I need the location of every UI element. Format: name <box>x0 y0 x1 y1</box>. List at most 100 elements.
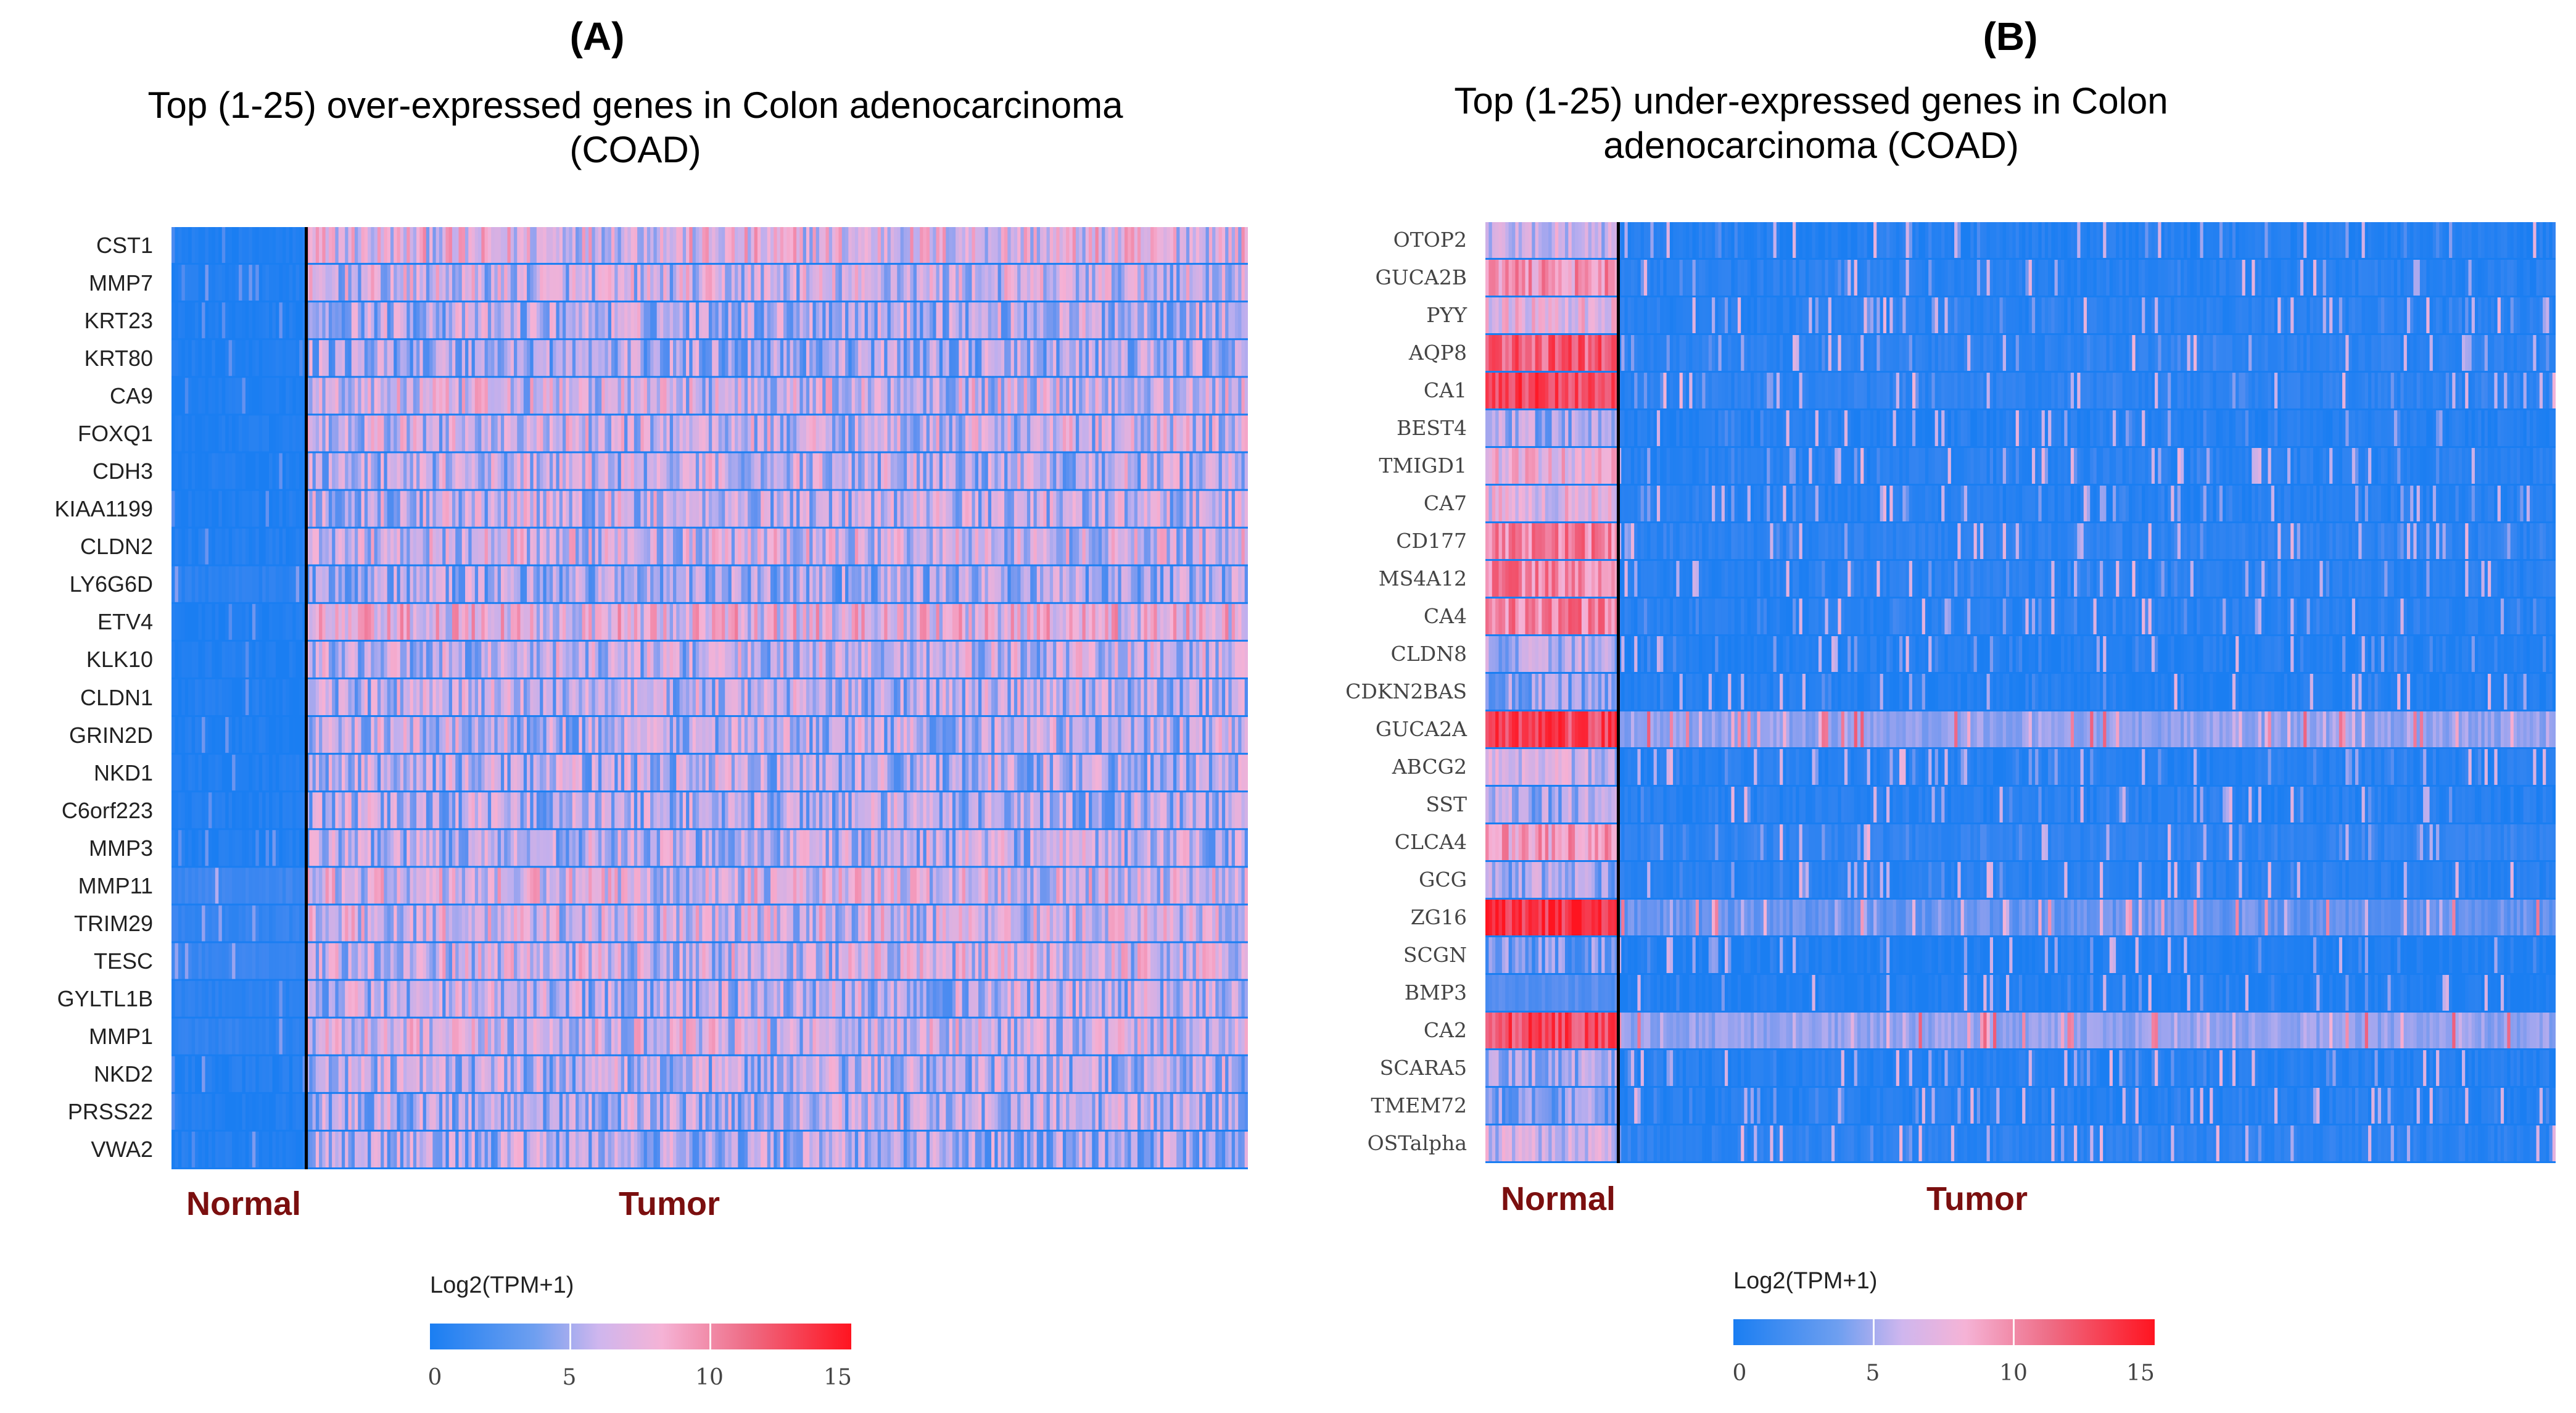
cell-tumor <box>881 566 885 602</box>
cell-normal <box>171 717 176 753</box>
cell-tumor <box>595 265 599 301</box>
cell-tumor <box>1221 302 1226 339</box>
cell-tumor <box>767 641 771 677</box>
cell-tumor <box>491 717 495 753</box>
cell-tumor <box>1040 717 1044 753</box>
cell-tumor <box>1085 340 1089 376</box>
cell-tumor <box>1186 227 1190 263</box>
cell-tumor <box>923 528 927 565</box>
cell-tumor <box>809 566 814 602</box>
cell-tumor <box>455 265 460 301</box>
cell-tumor <box>894 717 898 753</box>
cell-tumor <box>419 491 424 527</box>
cell-normal <box>195 603 199 640</box>
cell-tumor <box>426 340 430 376</box>
cell-tumor <box>1098 603 1102 640</box>
cell-tumor <box>1115 717 1118 753</box>
cell-tumor <box>436 717 440 753</box>
cell-tumor <box>481 491 485 527</box>
cell-tumor <box>806 566 810 602</box>
cell-tumor <box>491 302 495 339</box>
cell-tumor <box>946 302 950 339</box>
cell-tumor <box>832 528 836 565</box>
cell-normal <box>299 340 303 376</box>
cell-tumor <box>952 679 956 716</box>
cell-tumor <box>1202 641 1207 677</box>
cell-tumor <box>956 340 959 376</box>
cell-tumor <box>1056 679 1060 716</box>
cell-tumor <box>520 378 524 414</box>
cell-tumor <box>407 340 411 376</box>
cell-tumor <box>1069 340 1073 376</box>
cell-tumor <box>1069 603 1073 640</box>
cell-normal <box>245 453 249 489</box>
cell-tumor <box>985 717 989 753</box>
cell-tumor <box>695 302 700 339</box>
cell-tumor <box>481 453 485 489</box>
cell-tumor <box>1007 755 1012 791</box>
cell-tumor <box>368 641 371 677</box>
cell-tumor <box>1189 491 1194 527</box>
cell-tumor <box>1199 227 1203 263</box>
cell-tumor <box>458 603 463 640</box>
cell-tumor <box>510 378 514 414</box>
cell-normal <box>265 453 270 489</box>
cell-tumor <box>413 566 417 602</box>
cell-tumor <box>1170 717 1174 753</box>
cell-tumor <box>1215 679 1220 716</box>
cell-tumor <box>381 302 384 339</box>
cell-tumor <box>1020 265 1025 301</box>
cell-tumor <box>1118 566 1122 602</box>
cell-tumor <box>1195 679 1200 716</box>
cell-normal <box>239 302 243 339</box>
cell-tumor <box>952 378 956 414</box>
cell-tumor <box>397 566 401 602</box>
cell-tumor <box>991 528 995 565</box>
cell-tumor <box>692 641 696 677</box>
cell-tumor <box>712 528 716 565</box>
cell-tumor <box>1131 453 1135 489</box>
cell-tumor <box>943 265 946 301</box>
cell-tumor <box>546 755 550 791</box>
cell-tumor <box>653 302 658 339</box>
cell-tumor <box>354 302 358 339</box>
cell-tumor <box>815 265 820 301</box>
cell-tumor <box>309 302 313 339</box>
cell-tumor <box>767 566 771 602</box>
cell-tumor <box>1179 340 1184 376</box>
cell-tumor <box>368 603 371 640</box>
cell-tumor <box>796 755 800 791</box>
cell-tumor <box>653 378 658 414</box>
cell-tumor <box>972 453 976 489</box>
cell-tumor <box>1186 378 1190 414</box>
cell-tumor <box>1001 679 1005 716</box>
cell-tumor <box>975 679 979 716</box>
cell-tumor <box>465 679 469 716</box>
cell-tumor <box>845 340 849 376</box>
cell-tumor <box>397 717 401 753</box>
cell-tumor <box>429 415 433 452</box>
cell-tumor <box>1066 566 1070 602</box>
cell-tumor <box>1088 717 1092 753</box>
cell-tumor <box>981 755 986 791</box>
cell-tumor <box>312 755 316 791</box>
cell-tumor <box>322 453 326 489</box>
cell-tumor <box>1040 378 1044 414</box>
cell-normal <box>225 227 229 263</box>
cell-normal <box>191 378 196 414</box>
cell-normal <box>235 265 239 301</box>
cell-normal <box>295 566 300 602</box>
cell-normal <box>171 340 176 376</box>
cell-tumor <box>458 755 463 791</box>
cell-tumor <box>877 755 881 791</box>
cell-normal <box>198 717 202 753</box>
cell-tumor <box>881 679 885 716</box>
cell-tumor <box>1163 717 1167 753</box>
cell-tumor <box>981 491 986 527</box>
cell-tumor <box>1108 378 1112 414</box>
cell-tumor <box>458 566 463 602</box>
cell-normal <box>252 265 256 301</box>
cell-normal <box>252 227 256 263</box>
cell-tumor <box>981 679 986 716</box>
cell-tumor <box>640 528 645 565</box>
